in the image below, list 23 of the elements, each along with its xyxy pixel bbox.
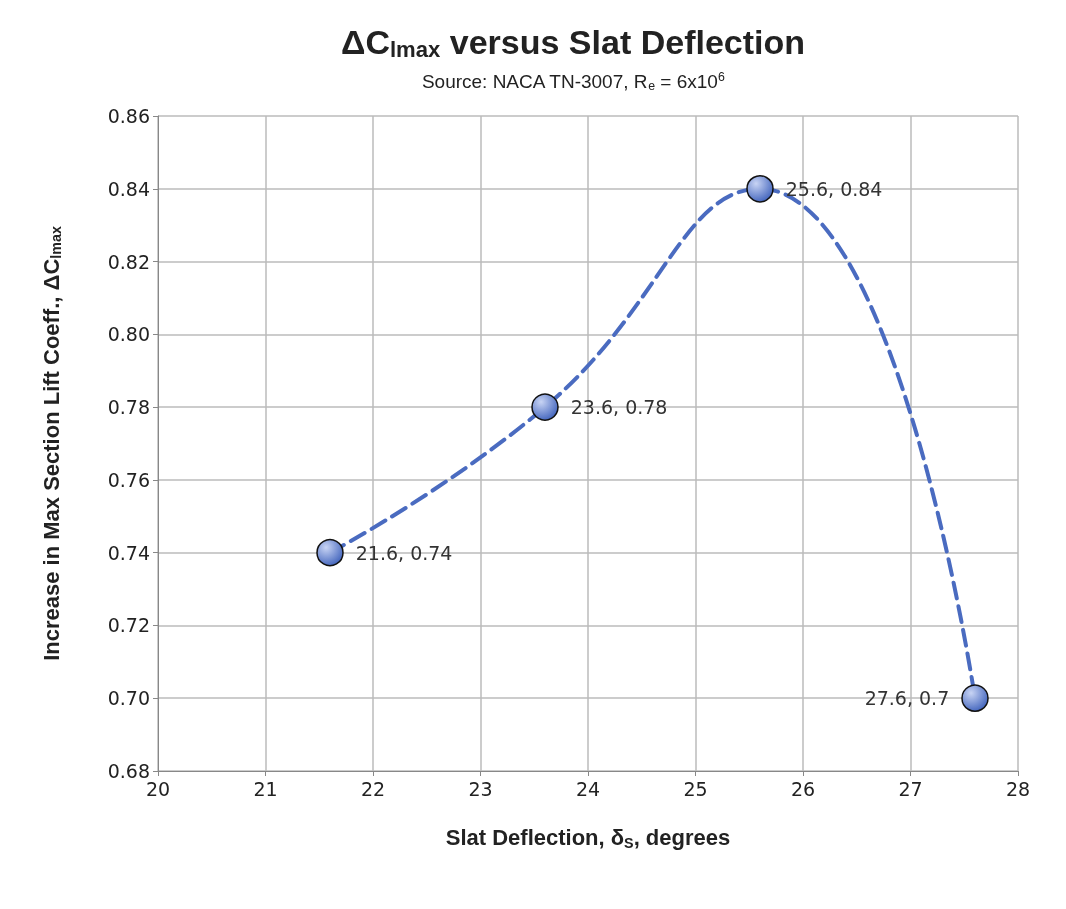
x-tick-label: 25 [683, 777, 708, 800]
y-tick-label: 0.80 [107, 323, 150, 346]
y-tick-label: 0.84 [107, 177, 150, 200]
y-tick-label: 0.70 [107, 687, 150, 710]
y-tick-label: 0.86 [107, 105, 150, 127]
y-tick-label: 0.82 [107, 250, 150, 273]
y-tick-label: 0.78 [107, 396, 150, 419]
x-axis-title: Slat Deflection, δS, degrees [445, 825, 731, 851]
x-tick-label: 23 [468, 777, 493, 800]
x-tick-label: 21 [253, 777, 278, 800]
x-tick-label: 27 [898, 777, 923, 800]
x-tick-label: 28 [1005, 777, 1031, 800]
y-tick-label: 0.72 [107, 614, 150, 637]
y-axis-title: Increase in Max Section Lift Coeff., ΔClmax [38, 226, 64, 661]
x-tick-label: 22 [360, 777, 386, 800]
data-label: 27.6, 0.7 [864, 687, 950, 710]
data-label: 23.6, 0.78 [570, 396, 668, 419]
data-label: 25.6, 0.84 [785, 177, 883, 200]
x-tick-label: 26 [790, 777, 816, 800]
y-tick-label: 0.76 [107, 468, 150, 491]
y-tick-label: 0.74 [107, 541, 150, 564]
data-label: 21.6, 0.74 [355, 541, 453, 564]
x-tick-label: 24 [575, 777, 601, 800]
